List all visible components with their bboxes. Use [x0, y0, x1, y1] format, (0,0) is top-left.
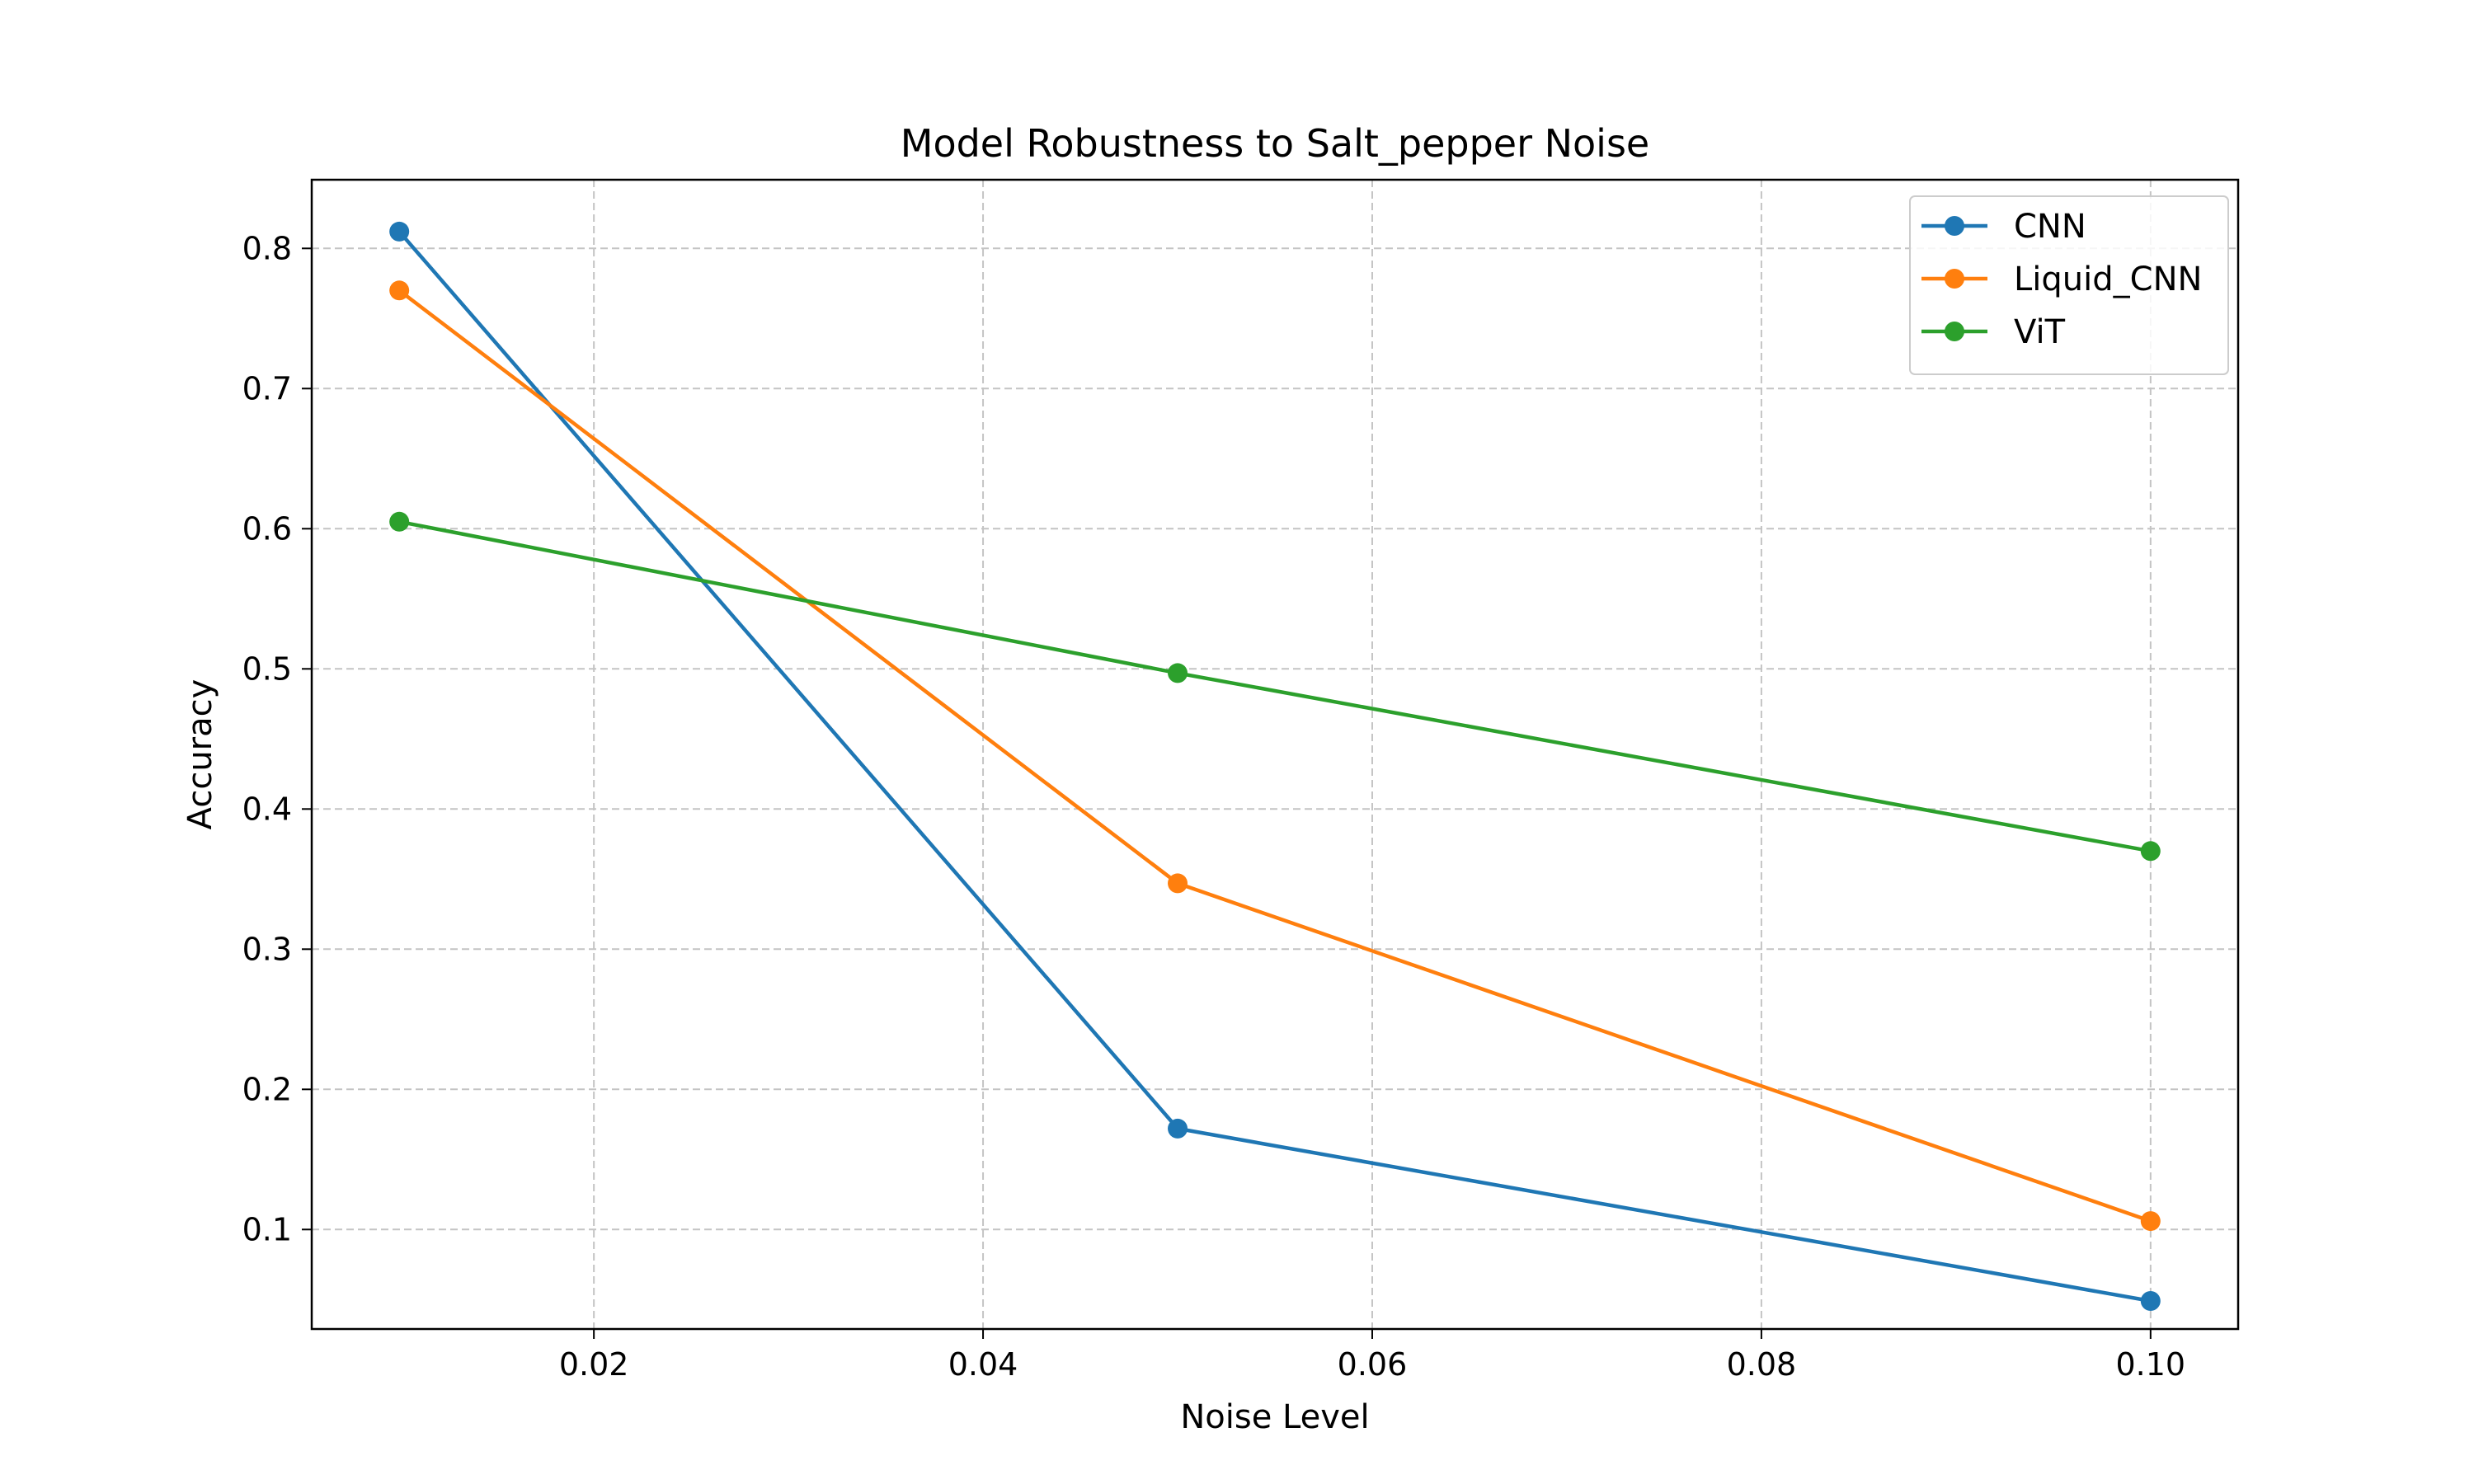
y-tick-label: 0.1 [242, 1211, 292, 1247]
data-point [2140, 841, 2161, 862]
data-point [389, 221, 410, 242]
y-axis-label: Accuracy [181, 679, 219, 830]
plot-frame [310, 178, 2240, 1331]
x-tick-label: 0.06 [1338, 1346, 1408, 1383]
legend-frame [1909, 195, 2229, 375]
x-tick-label: 0.08 [1727, 1346, 1797, 1383]
x-axis-label: Noise Level [1180, 1398, 1369, 1436]
y-tick-label: 0.8 [242, 230, 292, 266]
y-tick-label: 0.3 [242, 931, 292, 967]
data-point [389, 280, 410, 301]
legend-marker [1945, 322, 1964, 341]
x-tick-label: 0.04 [948, 1346, 1018, 1383]
legend-item: CNN [1921, 208, 2086, 246]
data-point [1168, 873, 1188, 894]
series-line [397, 288, 2153, 1223]
series-layer [389, 221, 2161, 1311]
legend-item: Liquid_CNN [1921, 261, 2202, 298]
legend: CNN Liquid_CNN ViT [1909, 195, 2229, 375]
legend-marker [1945, 216, 1964, 236]
y-axis: 0.1 0.2 0.3 0.4 0.5 0.6 0.7 0.8 [242, 230, 312, 1247]
data-point [1168, 1118, 1188, 1139]
y-tick-label: 0.2 [242, 1071, 292, 1107]
series-line [397, 228, 2153, 1303]
data-point [389, 511, 410, 532]
y-tick-label: 0.4 [242, 791, 292, 827]
data-point [2140, 1291, 2161, 1311]
x-axis: 0.02 0.04 0.06 0.08 0.10 [559, 1329, 2185, 1383]
series-line [397, 519, 2153, 853]
data-point [1168, 663, 1188, 683]
x-tick-label: 0.10 [2116, 1346, 2186, 1383]
data-point [2140, 1211, 2161, 1232]
series-vit [389, 511, 2161, 862]
chart-title: Model Robustness to Salt_pepper Noise [901, 121, 1649, 166]
y-tick-label: 0.7 [242, 370, 292, 406]
legend-label: CNN [2014, 208, 2086, 246]
x-tick-label: 0.02 [559, 1346, 629, 1383]
legend-marker [1945, 269, 1964, 289]
legend-label: ViT [2014, 313, 2066, 351]
series-liquid-cnn [389, 280, 2161, 1232]
y-tick-label: 0.5 [242, 650, 292, 687]
series-cnn [389, 221, 2161, 1311]
legend-label: Liquid_CNN [2014, 261, 2202, 298]
legend-item: ViT [1921, 313, 2066, 351]
y-tick-label: 0.6 [242, 510, 292, 547]
